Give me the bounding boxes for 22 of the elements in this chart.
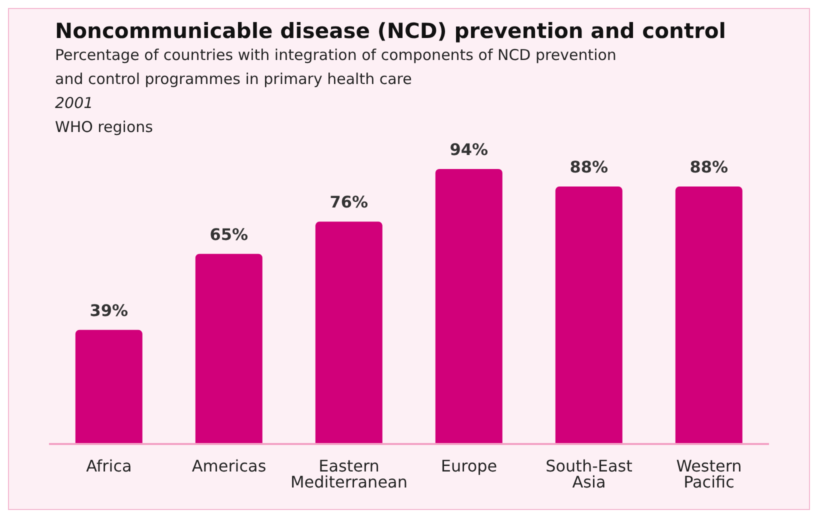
data-label: 39%	[90, 300, 128, 320]
x-tick-label: Europe	[440, 456, 498, 476]
bar	[675, 186, 742, 444]
x-tick-label: Eastern Mediterranean	[290, 456, 408, 492]
bar	[195, 254, 262, 444]
data-label: 94%	[450, 140, 488, 159]
x-tick-label: Africa	[86, 456, 132, 476]
bar	[555, 186, 622, 444]
data-label: 88%	[690, 158, 728, 177]
chart-subtitle: Percentage of countries with integration of components of NCD prevention and control programmes in primary health care	[55, 45, 618, 90]
x-tick-label: Western Pacific	[676, 456, 742, 492]
x-tick-label: Americas	[192, 456, 266, 476]
data-label: 76%	[330, 192, 368, 212]
chart-title: Noncommunicable disease (NCD) prevention and control	[55, 19, 727, 43]
bar	[435, 169, 502, 444]
x-tick-label: South-East Asia	[546, 456, 632, 492]
bar	[315, 222, 382, 444]
text: 2001	[55, 93, 94, 114]
bar	[75, 330, 142, 444]
text: WHO regions	[55, 117, 154, 138]
data-label: 65%	[210, 224, 248, 244]
data-label: 88%	[570, 158, 608, 177]
